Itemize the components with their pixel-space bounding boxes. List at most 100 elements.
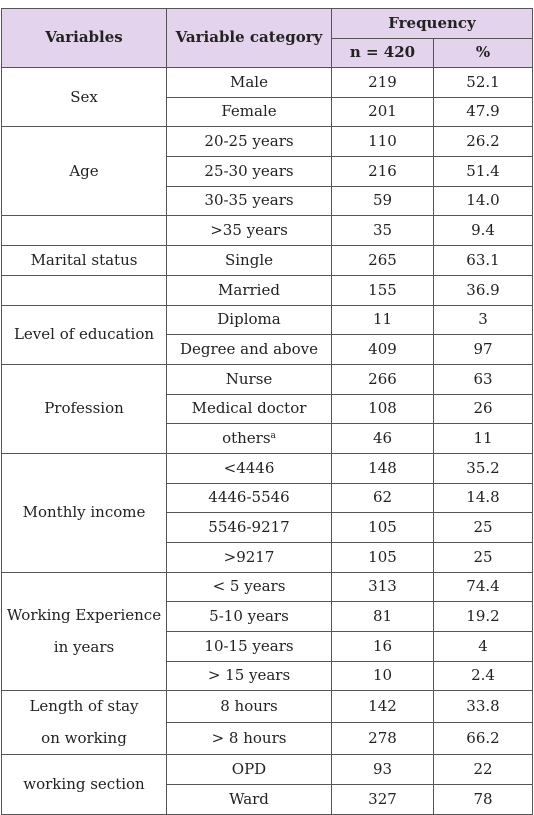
percent-cell: 51.4 — [433, 156, 533, 187]
category-cell: Diploma — [166, 304, 332, 336]
category-cell: Single — [166, 245, 332, 276]
count-cell: 327 — [331, 784, 434, 815]
category-cell: 5546-9217 — [166, 512, 332, 543]
table-row: 5546-9217 105 25 — [2, 512, 533, 543]
category-cell: OPD — [166, 754, 332, 786]
count-cell: 35 — [331, 215, 434, 247]
percent-cell: 19.2 — [433, 601, 533, 633]
percent-cell: 14.0 — [433, 185, 533, 217]
percent-cell: 66.2 — [433, 722, 533, 756]
table-row: Length of stay on working 8 hours 142 33.… — [1, 690, 533, 756]
percent-cell: 36.9 — [433, 274, 533, 306]
category-cell: <4446 — [166, 452, 332, 484]
count-cell: 155 — [331, 274, 434, 306]
count-cell: 409 — [331, 334, 434, 365]
table-row: Profession Nurse 266 63 — [1, 363, 533, 454]
count-cell: 46 — [331, 423, 434, 454]
table-row: > 15 years 10 2.4 — [2, 660, 533, 692]
count-cell: 142 — [331, 690, 434, 724]
count-cell: 93 — [331, 754, 434, 786]
count-cell: 201 — [331, 96, 434, 128]
category-cell: Ward — [166, 784, 332, 815]
category-cell: < 5 years — [166, 571, 332, 603]
category-cell: Male — [166, 67, 332, 98]
count-cell: 59 — [331, 185, 434, 217]
variable-experience: Working Experience in years — [1, 571, 167, 692]
category-text: others — [222, 428, 271, 447]
category-cell: > 8 hours — [166, 722, 332, 756]
table-row: Medical doctor 108 26 — [2, 393, 533, 425]
category-cell: 8 hours — [166, 690, 332, 724]
category-cell: > 15 years — [166, 660, 332, 692]
category-cell: 25-30 years — [166, 156, 332, 187]
percent-cell: 3 — [433, 304, 533, 336]
col-header-frequency: Frequency — [331, 8, 533, 39]
table-row: 10-15 years 16 4 — [2, 631, 533, 662]
count-cell: 16 — [331, 631, 434, 662]
category-cell: othersa — [166, 423, 332, 454]
count-cell: 265 — [331, 245, 434, 276]
empty-variable-cell — [1, 274, 167, 306]
count-cell: 219 — [331, 67, 434, 98]
category-cell: 4446-5546 — [166, 482, 332, 514]
variable-marital-status: Marital status — [1, 245, 167, 276]
col-header-variables: Variables — [1, 8, 167, 68]
table-row: Married 155 36.9 — [1, 274, 533, 306]
category-cell: 20-25 years — [166, 126, 332, 158]
percent-cell: 97 — [433, 334, 533, 365]
percent-cell: 25 — [433, 512, 533, 543]
table-row: Degree and above 409 97 — [2, 334, 533, 365]
count-cell: 11 — [331, 304, 434, 336]
experience-label-line2: in years — [53, 637, 115, 656]
percent-cell: 47.9 — [433, 96, 533, 128]
table-row: Level of education Diploma 11 3 — [1, 304, 533, 365]
count-cell: 278 — [331, 722, 434, 756]
percent-cell: 78 — [433, 784, 533, 815]
table-row: Working Experience in years < 5 years 313… — [1, 571, 533, 692]
category-cell: Nurse — [166, 363, 332, 395]
variable-income: Monthly income — [1, 452, 167, 573]
table-row: 25-30 years 216 51.4 — [2, 156, 533, 187]
count-cell: 110 — [331, 126, 434, 158]
col-header-n: n = 420 — [331, 38, 434, 68]
category-cell: Female — [166, 96, 332, 128]
percent-cell: 63.1 — [433, 245, 533, 276]
variable-sex: Sex — [1, 66, 167, 128]
table-row: Female 201 47.9 — [2, 96, 533, 128]
table-row: 4446-5546 62 14.8 — [2, 482, 533, 514]
empty-variable-cell — [1, 215, 167, 247]
percent-cell: 33.8 — [433, 690, 533, 724]
table-row: > 8 hours 278 66.2 — [2, 722, 533, 756]
frequency-table: Variables Variable category Frequency n … — [1, 8, 533, 815]
table-row: 5-10 years 81 19.2 — [2, 601, 533, 633]
table-row: Age 20-25 years 110 26.2 — [1, 126, 533, 217]
stay-label-line1: Length of stay — [29, 697, 139, 716]
count-cell: 216 — [331, 156, 434, 187]
variable-length-of-stay: Length of stay on working — [1, 690, 167, 756]
count-cell: 148 — [331, 452, 434, 484]
table-row: Marital status Single 265 63.1 — [1, 245, 533, 276]
stay-label-line2: on working — [41, 728, 127, 747]
count-cell: 266 — [331, 363, 434, 395]
table-row: >9217 105 25 — [2, 542, 533, 573]
category-cell: Married — [166, 274, 332, 306]
percent-cell: 35.2 — [433, 452, 533, 484]
count-cell: 10 — [331, 660, 434, 692]
experience-label-line1: Working Experience — [6, 606, 162, 625]
count-cell: 81 — [331, 601, 434, 633]
category-cell: Medical doctor — [166, 393, 332, 425]
category-cell: >35 years — [166, 215, 332, 247]
count-cell: 62 — [331, 482, 434, 514]
footnote-marker: a — [270, 430, 276, 441]
variable-working-section: working section — [1, 754, 167, 815]
category-cell: 5-10 years — [166, 601, 332, 633]
category-cell: 10-15 years — [166, 631, 332, 662]
percent-cell: 9.4 — [433, 215, 533, 247]
percent-cell: 25 — [433, 542, 533, 573]
count-cell: 105 — [331, 542, 434, 573]
variable-profession: Profession — [1, 363, 167, 454]
percent-cell: 52.1 — [433, 67, 533, 98]
table-row: Sex Male 219 52.1 — [1, 66, 533, 128]
variable-education: Level of education — [1, 304, 167, 365]
category-cell: Degree and above — [166, 334, 332, 365]
